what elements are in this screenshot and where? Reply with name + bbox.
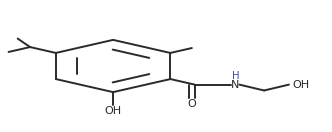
Text: N: N: [231, 80, 240, 90]
Text: O: O: [187, 99, 196, 109]
Text: OH: OH: [105, 107, 122, 116]
Text: H: H: [232, 71, 239, 81]
Text: OH: OH: [292, 80, 309, 90]
